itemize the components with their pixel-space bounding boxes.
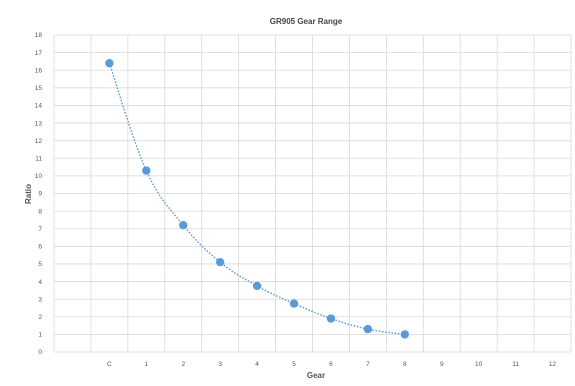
x-tick-label: 4 [255, 361, 259, 368]
data-point-8 [400, 330, 410, 339]
y-tick-label: 8 [38, 208, 42, 215]
grid-layer [53, 34, 572, 353]
chart-title: GR905 Gear Range [270, 17, 343, 26]
x-tick-label: 3 [218, 361, 222, 368]
y-tick-label: 9 [38, 191, 42, 198]
data-point-4 [252, 281, 262, 291]
x-tick-label: 10 [475, 361, 483, 368]
y-tick-label: 7 [38, 226, 42, 233]
series-layer [105, 58, 410, 339]
x-tick-label: 12 [549, 361, 557, 368]
data-point-6 [326, 314, 336, 323]
y-tick-label: 4 [38, 279, 42, 286]
x-axis-label: Gear [307, 371, 325, 380]
x-tick-label: 6 [329, 361, 333, 368]
data-point-1 [142, 166, 151, 175]
x-tick-label: 5 [292, 361, 296, 368]
y-tick-label: 13 [35, 120, 43, 127]
x-tick-label: 1 [145, 361, 149, 368]
y-tick-label: 17 [35, 50, 43, 57]
y-tick-label: 1 [38, 332, 42, 339]
x-tick-label: 2 [181, 361, 185, 368]
y-tick-label: 12 [35, 138, 43, 145]
data-point-5 [289, 299, 299, 308]
x-tick-label: 7 [366, 361, 370, 368]
x-tick-label: 8 [403, 361, 407, 368]
y-tick-label: 16 [35, 67, 43, 74]
y-tick-label: 10 [35, 173, 43, 180]
y-tick-label: 18 [35, 32, 43, 39]
y-axis-label: Ratio [24, 184, 33, 204]
y-tick-label: 2 [38, 314, 42, 321]
y-tick-label: 0 [38, 349, 42, 356]
y-tick-label: 6 [38, 244, 42, 251]
series-line [108, 62, 405, 336]
y-tick-label: 5 [38, 261, 42, 268]
data-point-C [105, 58, 114, 68]
y-tick-label: 14 [35, 103, 43, 110]
data-point-3 [215, 257, 225, 267]
y-tick-label: 3 [38, 296, 42, 303]
y-tick-label: 11 [35, 155, 42, 162]
y-tick-label: 15 [35, 85, 43, 92]
x-tick-label: C [107, 361, 112, 368]
data-point-7 [363, 324, 373, 334]
x-tick-label: 9 [440, 361, 444, 368]
data-point-2 [179, 221, 188, 230]
x-tick-label: 11 [512, 361, 519, 368]
